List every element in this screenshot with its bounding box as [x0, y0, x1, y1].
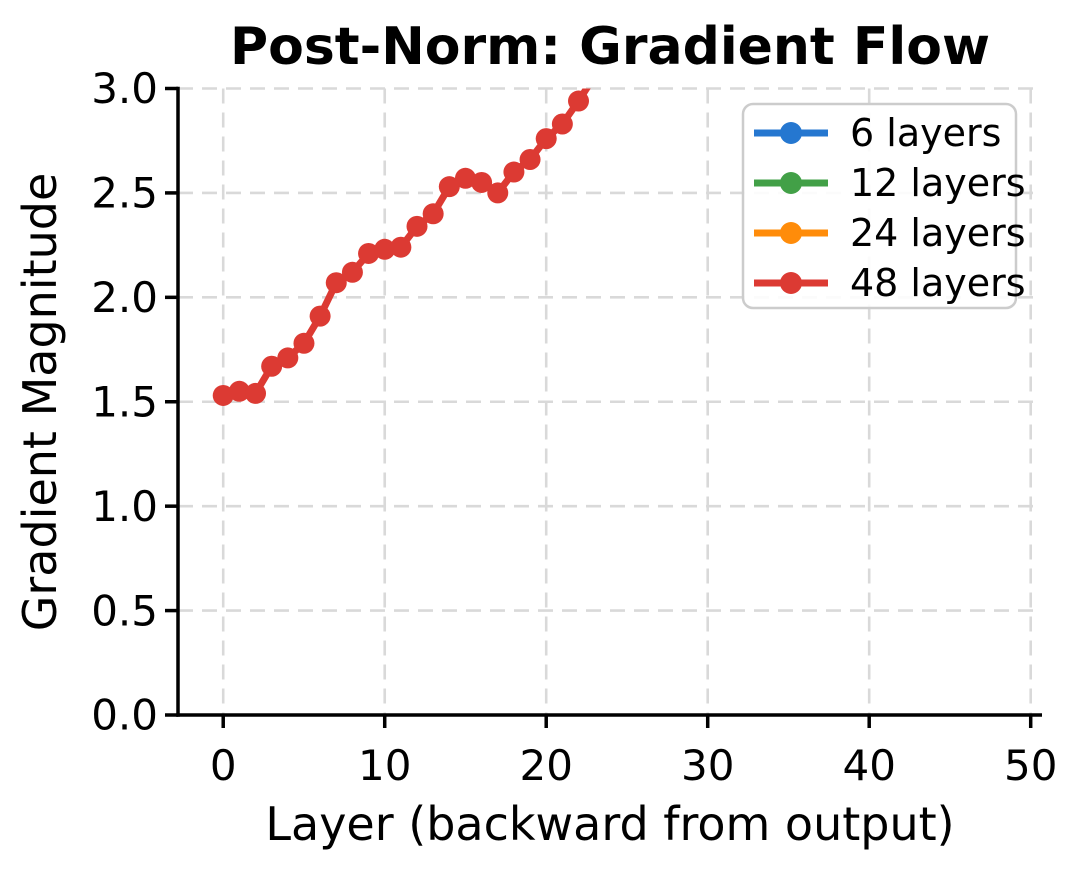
data-point [454, 167, 476, 189]
chart-title: Post-Norm: Gradient Flow [230, 17, 990, 77]
legend-frame [741, 102, 1018, 310]
y-tick-label: 0.5 [91, 586, 158, 635]
tick-labels: 0 10 20 30 40 50 0.0 0.5 1.0 1.5 2.0 2.5 3.0 [91, 64, 1057, 790]
x-tick-label: 10 [358, 741, 411, 790]
legend-item-12-layers: 12 layers [754, 161, 1026, 205]
data-point [390, 236, 412, 258]
data-point [293, 332, 315, 354]
legend-marker-6-layers [780, 122, 802, 144]
data-point [487, 182, 509, 204]
data-point [374, 238, 396, 260]
data-point [406, 215, 428, 237]
data-point [245, 382, 267, 404]
legend-label-24-layers: 24 layers [850, 211, 1026, 255]
y-tick-label: 1.5 [91, 377, 158, 426]
legend-item-48-layers: 48 layers [754, 261, 1026, 305]
data-point [471, 171, 493, 193]
data-point [212, 384, 234, 406]
data-point [438, 176, 460, 198]
data-point [277, 347, 299, 369]
x-tick-label: 40 [842, 741, 895, 790]
x-tick-label: 0 [210, 741, 237, 790]
y-tick-label: 2.0 [91, 273, 158, 322]
legend-label-48-layers: 48 layers [850, 261, 1026, 305]
data-point [422, 203, 444, 225]
data-point [228, 380, 250, 402]
x-tick-label: 30 [681, 741, 734, 790]
data-point [551, 113, 573, 135]
axis-ticks [165, 86, 1033, 728]
legend-item-24-layers: 24 layers [754, 211, 1026, 255]
data-point [519, 149, 541, 171]
legend-label-6-layers: 6 layers [850, 111, 1001, 155]
data-point [325, 272, 347, 294]
y-axis-label: Gradient Magnitude [13, 173, 67, 632]
legend: 6 layers 12 layers 24 layers 48 layers [741, 102, 1026, 310]
data-point [261, 355, 283, 377]
y-tick-label: 2.5 [91, 169, 158, 218]
legend-item-6-layers: 6 layers [754, 111, 1001, 155]
y-tick-label: 0.0 [91, 691, 158, 740]
x-tick-label: 20 [519, 741, 572, 790]
legend-marker-12-layers [780, 172, 802, 194]
data-point [568, 90, 590, 112]
legend-label-12-layers: 12 layers [850, 161, 1026, 205]
data-point [309, 305, 331, 327]
plot-series [212, 88, 591, 406]
data-point [341, 261, 363, 283]
series-line-48-layers [219, 88, 591, 399]
data-point [503, 161, 525, 183]
legend-marker-24-layers [780, 222, 802, 244]
data-point [535, 128, 557, 150]
legend-marker-48-layers [780, 272, 802, 294]
x-tick-label: 50 [1004, 741, 1057, 790]
y-tick-label: 3.0 [91, 64, 158, 113]
y-tick-label: 1.0 [91, 482, 158, 531]
x-axis-label: Layer (backward from output) [265, 797, 954, 851]
data-point [358, 242, 380, 264]
